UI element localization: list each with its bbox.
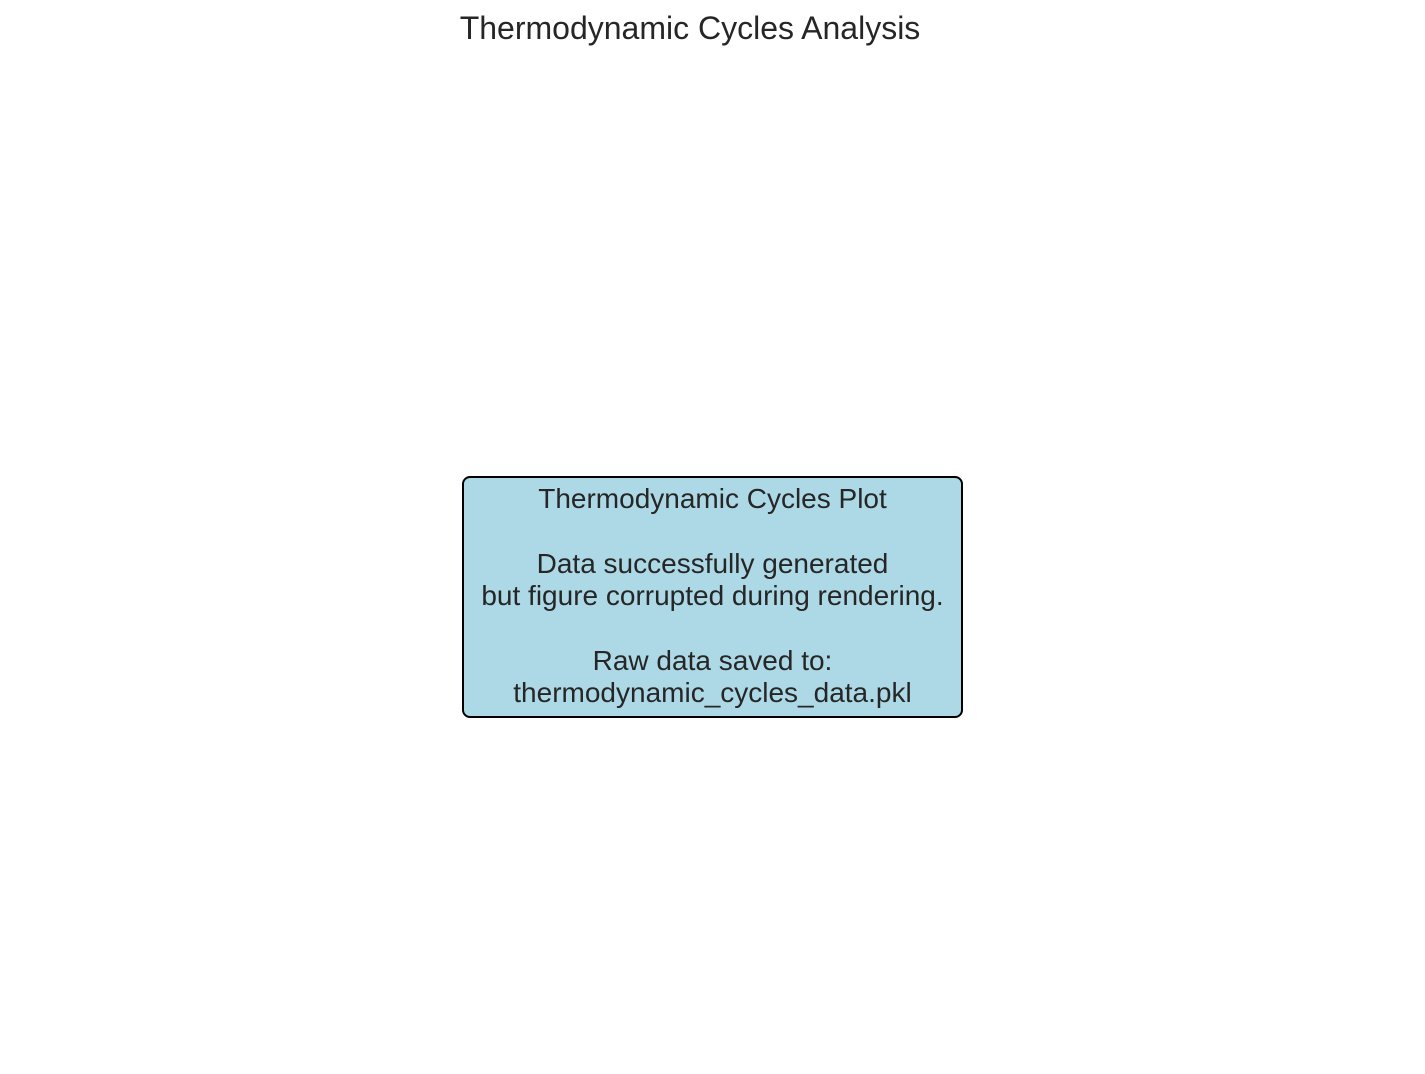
annotation-line (464, 613, 961, 645)
annotation-line: Thermodynamic Cycles Plot (538, 483, 887, 514)
annotation-line: Raw data saved to: (592, 644, 833, 676)
annotation-line: thermodynamic_cycles_data.pkl (513, 677, 912, 709)
annotation-line: but figure corrupted during rendering. (481, 580, 944, 612)
annotation-line: Data successfully generated (536, 547, 889, 579)
annotation-line (464, 515, 961, 547)
annotation-box: Thermodynamic Cycles Plot Data successfu… (462, 476, 963, 718)
figure-title: Thermodynamic Cycles Analysis (459, 10, 921, 46)
annotation-text: Thermodynamic Cycles Plot Data successfu… (464, 483, 961, 710)
